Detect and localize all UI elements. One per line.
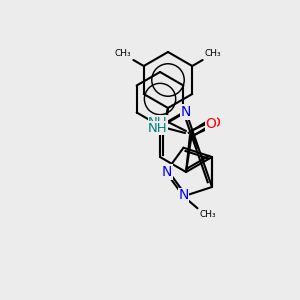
Text: N: N (181, 105, 191, 119)
Text: CH₃: CH₃ (200, 210, 216, 219)
Text: CH₃: CH₃ (205, 49, 221, 58)
Text: O: O (206, 117, 216, 131)
Text: O: O (210, 116, 220, 130)
Text: CH₃: CH₃ (115, 49, 131, 58)
Text: N: N (162, 165, 172, 179)
Text: NH: NH (148, 122, 168, 134)
Text: N: N (178, 188, 189, 202)
Text: NH: NH (148, 116, 168, 128)
